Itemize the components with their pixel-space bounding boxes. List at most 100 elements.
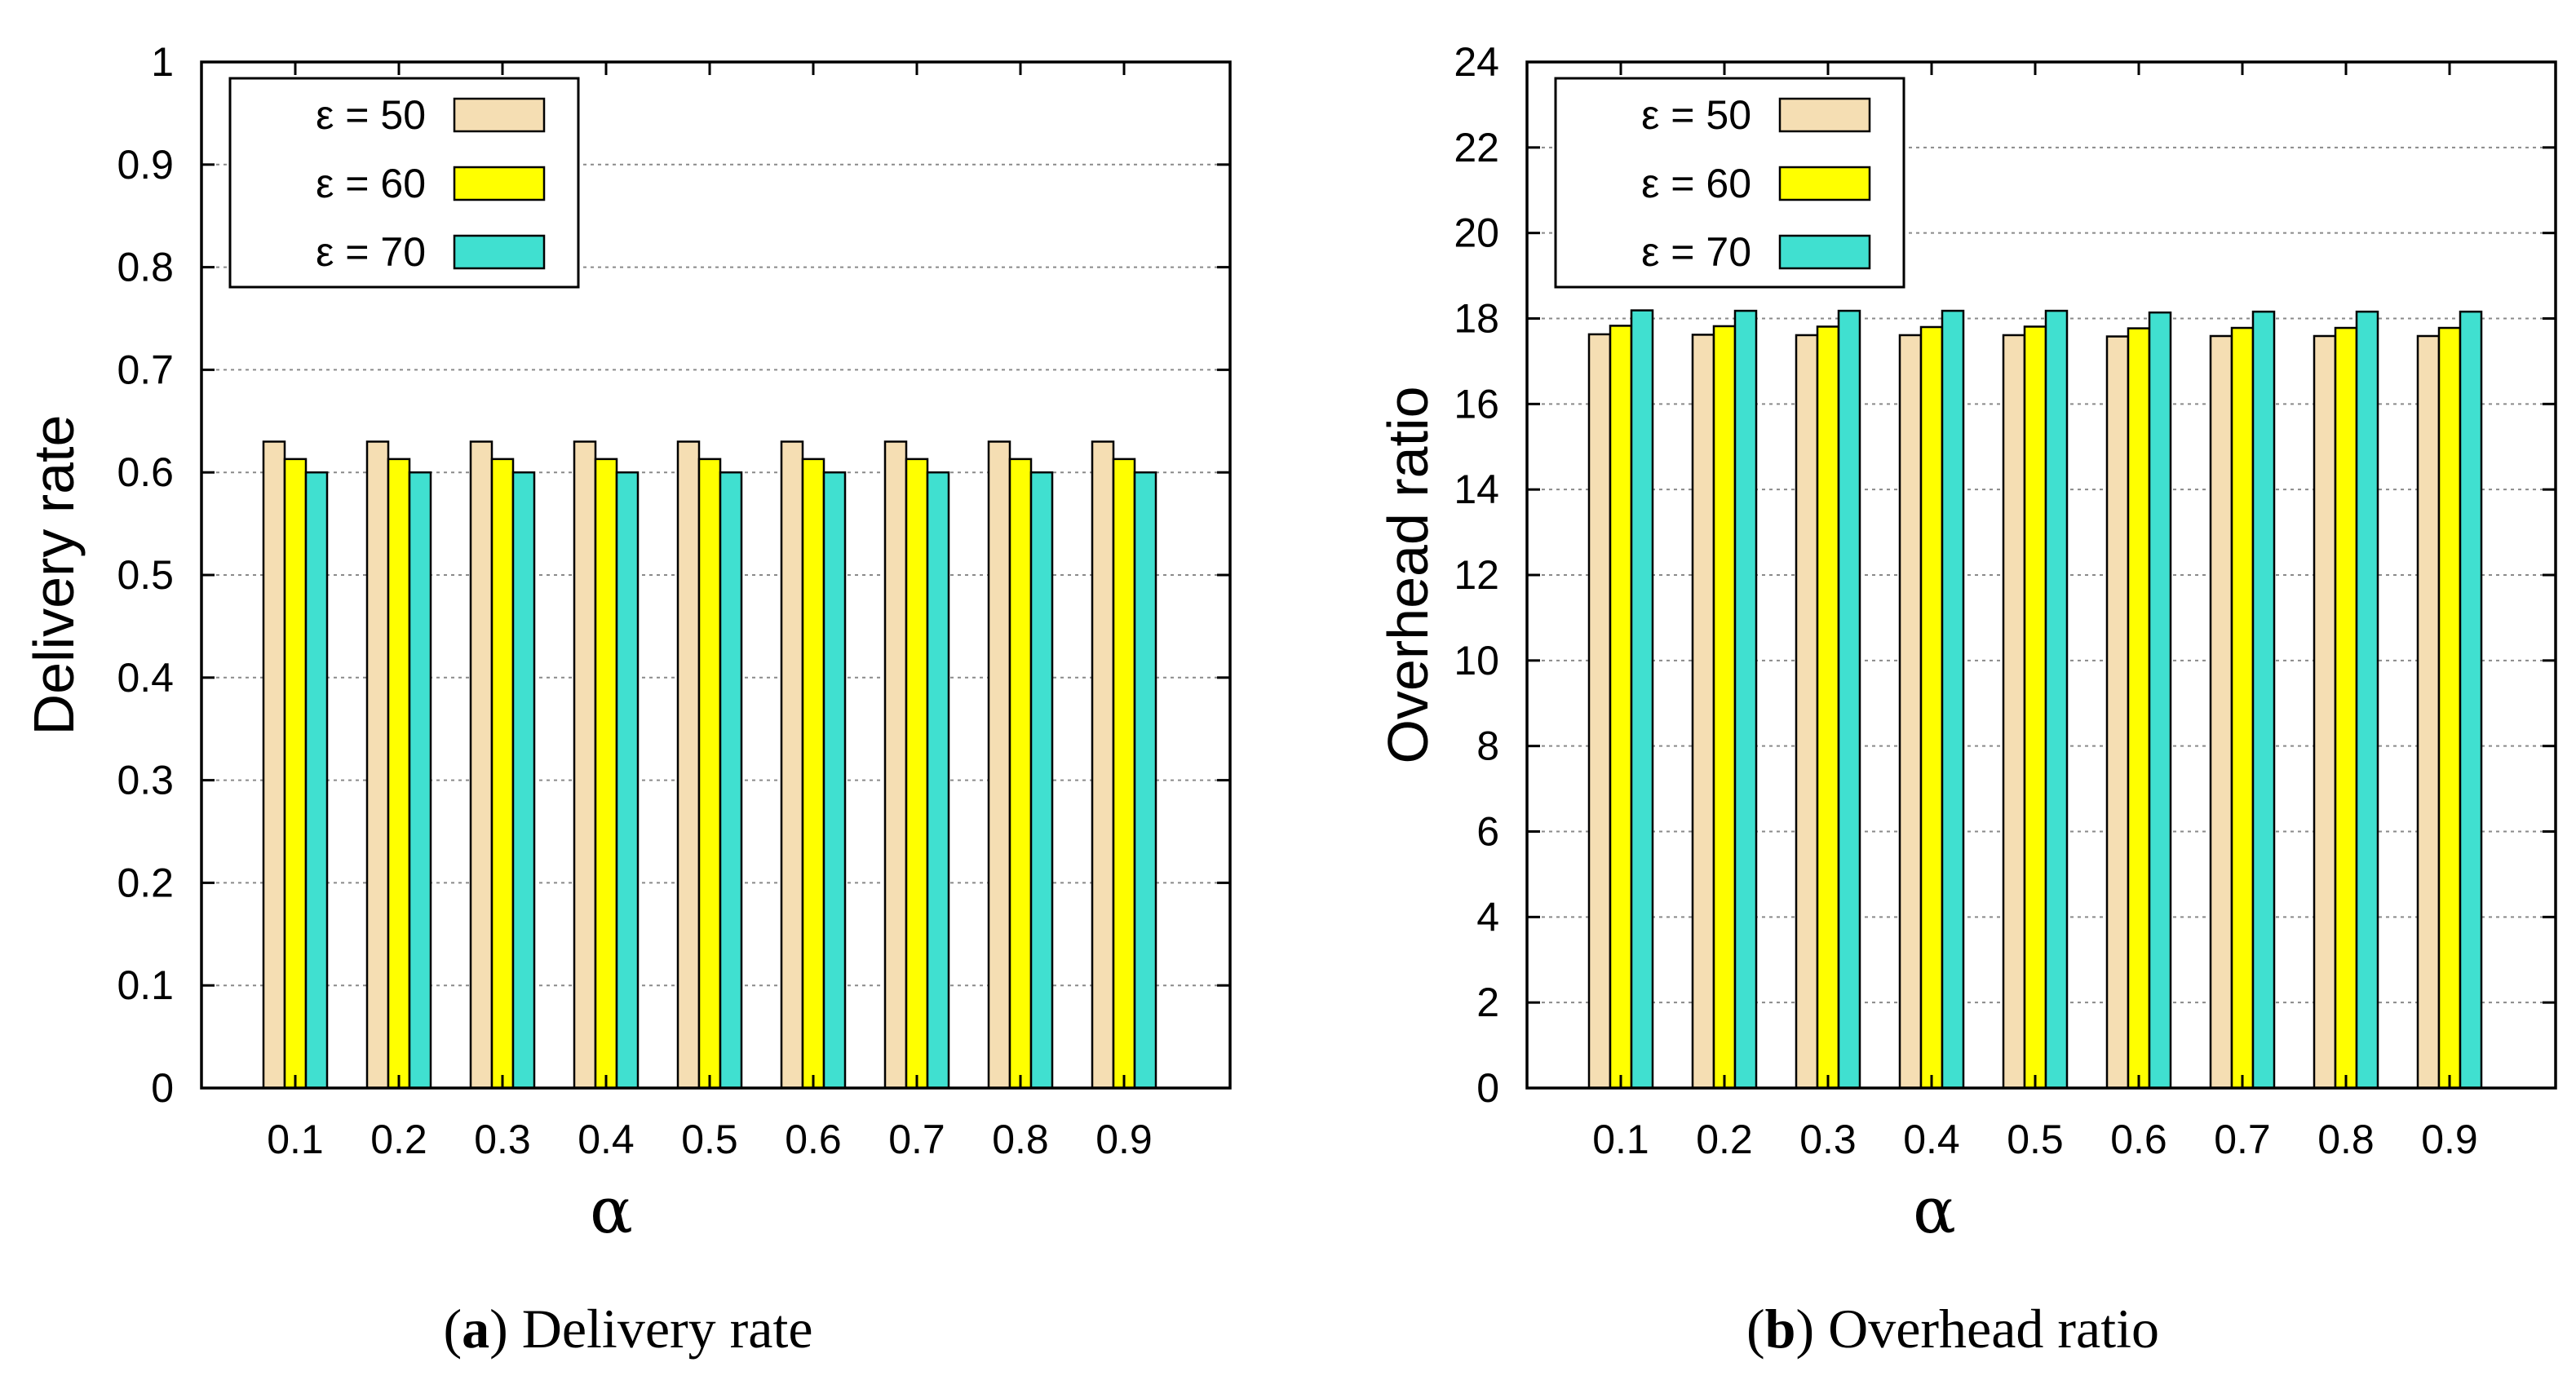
y-tick-label: 20 (1454, 210, 1499, 256)
y-tick-label: 0.9 (117, 142, 174, 188)
x-tick-label: 0.9 (1095, 1117, 1153, 1162)
bar-a-s2-c4 (719, 471, 743, 1090)
y-tick-label: 10 (1454, 638, 1499, 683)
bar-a-s1-c6 (905, 458, 929, 1090)
x-tick-label: 0.3 (474, 1117, 531, 1162)
bar-a-s0-c1 (365, 440, 390, 1090)
y-tick-label: 24 (1454, 39, 1499, 85)
y-tick-label: 12 (1454, 552, 1499, 598)
y-tick-label: 14 (1454, 467, 1499, 512)
bar-a-s1-c2 (490, 458, 515, 1090)
bar-b-s0-c8 (2416, 334, 2441, 1090)
y-axis-title: Overhead ratio (1376, 386, 1440, 763)
x-tick-label: 0.6 (2110, 1117, 2167, 1162)
bar-a-s2-c2 (511, 471, 536, 1090)
panel-caption: (b) Overhead ratio (1746, 1298, 2159, 1360)
x-axis-title: α (1913, 1174, 1956, 1248)
bar-b-s2-c4 (2044, 309, 2069, 1090)
bar-a-s2-c6 (926, 471, 950, 1090)
x-tick-label: 0.4 (1903, 1117, 1960, 1162)
bar-b-s1-c5 (2127, 327, 2151, 1090)
legend: ε = 50 ε = 60 ε = 70 (1554, 77, 1905, 289)
bar-b-s0-c1 (1691, 334, 1715, 1090)
x-tick-label: 0.5 (681, 1117, 738, 1162)
x-tick-label: 0.1 (1592, 1117, 1649, 1162)
bar-b-s2-c3 (1941, 309, 1965, 1090)
bar-b-s1-c6 (2230, 326, 2255, 1090)
legend-label: ε = 50 (1641, 92, 1751, 138)
bar-a-s2-c3 (615, 471, 640, 1090)
bar-b-s0-c0 (1587, 333, 1612, 1090)
bar-b-s1-c3 (1919, 325, 1944, 1090)
x-tick-label: 0.3 (1799, 1117, 1857, 1162)
bar-a-s2-c1 (408, 471, 432, 1090)
y-tick-label: 0.2 (117, 860, 174, 905)
bar-b-s1-c0 (1609, 325, 1633, 1090)
bar-a-s1-c0 (283, 458, 308, 1090)
x-tick-label: 0.4 (578, 1117, 635, 1162)
y-tick-label: 0.8 (117, 245, 174, 290)
y-tick-label: 2 (1476, 980, 1499, 1025)
y-tick-label: 0.5 (117, 552, 174, 598)
y-tick-label: 0.1 (117, 962, 174, 1008)
bar-b-s1-c4 (2023, 325, 2047, 1090)
legend-swatch (1778, 166, 1871, 201)
bar-a-s1-c4 (697, 458, 722, 1090)
bar-b-s0-c4 (2002, 334, 2026, 1090)
bar-b-s2-c6 (2251, 310, 2276, 1090)
panel-caption: (a) Delivery rate (443, 1298, 812, 1360)
bar-a-s1-c3 (594, 458, 618, 1090)
legend-label: ε = 70 (1641, 229, 1751, 275)
x-tick-label: 0.2 (370, 1117, 427, 1162)
y-tick-label: 0.4 (117, 655, 174, 701)
legend-swatch (453, 234, 546, 270)
bar-b-s2-c2 (1837, 309, 1861, 1090)
y-tick-label: 4 (1476, 894, 1499, 940)
y-tick-label: 6 (1476, 809, 1499, 855)
legend-label: ε = 60 (1641, 161, 1751, 206)
x-tick-label: 0.8 (2317, 1117, 2375, 1162)
bar-b-s2-c1 (1733, 309, 1758, 1090)
x-tick-label: 0.2 (1696, 1117, 1753, 1162)
caption-text: Delivery rate (522, 1298, 813, 1360)
bar-a-s1-c1 (387, 458, 411, 1090)
bar-b-s1-c8 (2437, 326, 2462, 1090)
x-tick-label: 0.7 (888, 1117, 945, 1162)
bar-a-s2-c7 (1029, 471, 1054, 1090)
bar-a-s0-c3 (573, 440, 597, 1090)
y-axis-title: Delivery rate (22, 415, 86, 736)
y-tick-label: 18 (1454, 296, 1499, 342)
bar-b-s1-c1 (1712, 325, 1737, 1090)
legend: ε = 50 ε = 60 ε = 70 (228, 77, 580, 289)
y-tick-label: 0 (151, 1065, 174, 1111)
bar-b-s0-c3 (1898, 334, 1923, 1090)
legend-swatch (1778, 97, 1871, 133)
x-axis-title: α (590, 1174, 633, 1248)
bar-a-s0-c0 (262, 440, 286, 1090)
bar-b-s2-c0 (1630, 309, 1654, 1090)
bar-a-s0-c4 (676, 440, 701, 1090)
caption-letter: b (1765, 1298, 1796, 1360)
bar-b-s0-c6 (2209, 334, 2233, 1090)
y-tick-label: 22 (1454, 125, 1499, 170)
bar-b-s0-c5 (2105, 335, 2130, 1090)
plot-frame (200, 60, 1232, 1090)
x-tick-label: 0.1 (267, 1117, 324, 1162)
caption-letter: a (462, 1298, 489, 1360)
legend-swatch (453, 166, 546, 201)
legend-label: ε = 60 (316, 161, 426, 206)
bar-a-s1-c8 (1112, 458, 1136, 1090)
legend-swatch (453, 97, 546, 133)
bar-a-s0-c5 (780, 440, 804, 1090)
plot-frame (1525, 60, 2557, 1090)
bar-a-s2-c8 (1133, 471, 1157, 1090)
bar-a-s0-c2 (469, 440, 494, 1090)
y-tick-label: 0.3 (117, 758, 174, 803)
bar-b-s1-c2 (1816, 325, 1840, 1090)
bar-b-s2-c7 (2355, 310, 2379, 1090)
y-tick-label: 1 (151, 39, 174, 85)
y-tick-label: 8 (1476, 723, 1499, 769)
legend-label: ε = 70 (316, 229, 426, 275)
